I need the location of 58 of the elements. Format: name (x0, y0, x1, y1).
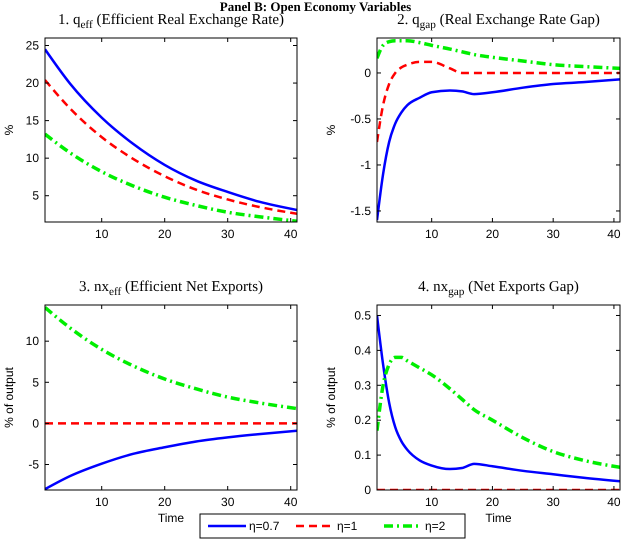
y-tick-label: 5 (32, 188, 40, 203)
y-tick-label: 0.3 (354, 378, 372, 392)
y-tick-label: 0.4 (354, 343, 372, 358)
x-tick-label: 40 (607, 495, 621, 509)
y-tick-label: -1.5 (350, 204, 372, 218)
y-tick-label: 10 (26, 334, 40, 348)
legend-label: η=1 (337, 519, 358, 533)
line-series (377, 78, 620, 222)
x-tick-label: 20 (158, 495, 172, 509)
line-series (377, 60, 620, 144)
x-tick-label: 40 (284, 495, 298, 509)
y-tick-label: 0 (364, 483, 372, 497)
x-tick-label: 10 (424, 227, 439, 241)
line-series (377, 314, 620, 483)
line-series (45, 430, 297, 490)
y-tick-label: 20 (26, 76, 40, 90)
y-tick-label: -0.5 (350, 112, 372, 126)
y-axis-title: % (324, 124, 338, 136)
y-tick-label: 0 (32, 416, 40, 430)
line-series (45, 132, 297, 222)
text: Panel B: Open Economy Variables (220, 0, 412, 14)
x-tick-label: 10 (424, 495, 439, 509)
chart-title: 4. nx$_{gap}$ (Net Exports Gap) (418, 279, 579, 298)
y-tick-label: 25 (26, 38, 40, 53)
y-axis-title: % of output (2, 366, 16, 428)
x-axis-title: Time (485, 511, 512, 525)
x-tick-label: 10 (95, 495, 109, 509)
y-tick-label: 0.5 (354, 308, 372, 322)
legend-label: η=2 (425, 519, 446, 533)
line-series (45, 48, 297, 212)
x-tick-label: 30 (221, 227, 235, 241)
y-axis-title: % (2, 124, 16, 136)
line-series (377, 356, 620, 470)
x-tick-label: 30 (546, 227, 560, 241)
y-tick-label: -1 (360, 158, 372, 172)
y-tick-label: 15 (26, 114, 40, 128)
line-series (45, 306, 297, 410)
line-series (45, 78, 297, 215)
x-tick-label: 40 (284, 227, 298, 241)
y-axis-title: % of output (324, 366, 338, 428)
y-tick-label: 0.2 (354, 413, 372, 428)
y-tick-label: -5 (28, 458, 40, 472)
x-tick-label: 40 (607, 227, 621, 241)
x-tick-label: 20 (158, 227, 172, 241)
chart-title: 2. q$_{gap}$ (Real Exchange Rate Gap) (397, 12, 600, 31)
x-tick-label: 10 (95, 227, 109, 241)
y-tick-label: 0.1 (354, 448, 372, 462)
x-tick-label: 20 (486, 495, 500, 509)
x-tick-label: 30 (546, 495, 560, 509)
legend-label: η=0.7 (249, 519, 280, 533)
y-tick-label: 10 (26, 151, 40, 166)
line-series (377, 39, 620, 70)
y-tick-label: 0 (364, 66, 372, 80)
x-axis-title: Time (158, 511, 184, 525)
x-tick-label: 20 (486, 227, 500, 241)
x-tick-label: 30 (221, 495, 235, 509)
chart-title: 3. nx$_{eff}$ (Efficient Net Exports) (78, 279, 264, 298)
y-tick-label: 5 (32, 375, 40, 390)
